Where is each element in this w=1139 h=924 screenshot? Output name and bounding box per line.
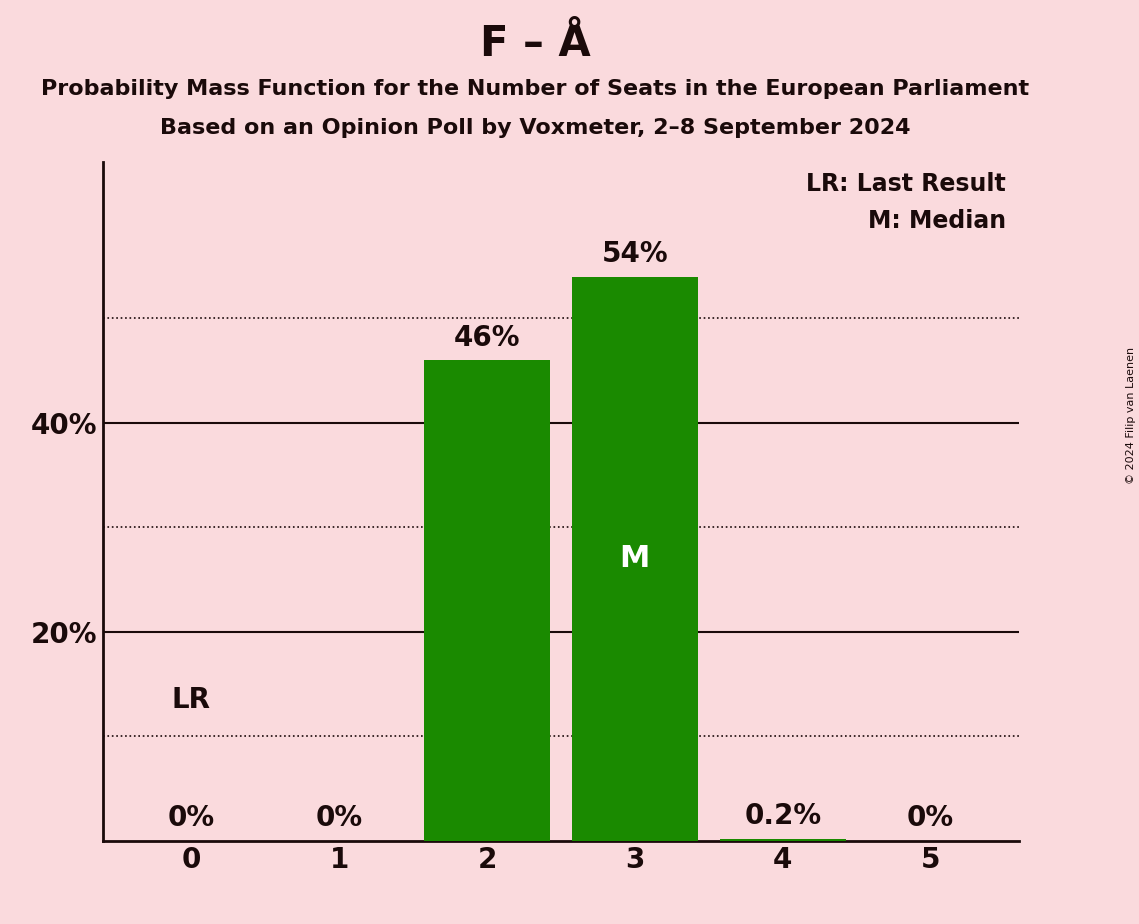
Text: M: M <box>620 544 650 573</box>
Text: M: Median: M: Median <box>868 209 1006 233</box>
Text: Probability Mass Function for the Number of Seats in the European Parliament: Probability Mass Function for the Number… <box>41 79 1030 99</box>
Text: © 2024 Filip van Laenen: © 2024 Filip van Laenen <box>1125 347 1136 484</box>
Text: 0%: 0% <box>167 805 215 833</box>
Text: LR: Last Result: LR: Last Result <box>806 172 1006 196</box>
Bar <box>572 276 698 841</box>
Text: 0%: 0% <box>316 805 362 833</box>
Text: LR: LR <box>172 686 211 713</box>
Text: 0.2%: 0.2% <box>744 802 821 831</box>
Text: Based on an Opinion Poll by Voxmeter, 2–8 September 2024: Based on an Opinion Poll by Voxmeter, 2–… <box>161 118 910 139</box>
Text: 46%: 46% <box>453 323 521 352</box>
Bar <box>720 839 845 841</box>
Text: F – Å: F – Å <box>480 23 591 65</box>
Text: 0%: 0% <box>907 805 954 833</box>
Text: 54%: 54% <box>601 240 669 268</box>
Bar <box>424 360 550 841</box>
